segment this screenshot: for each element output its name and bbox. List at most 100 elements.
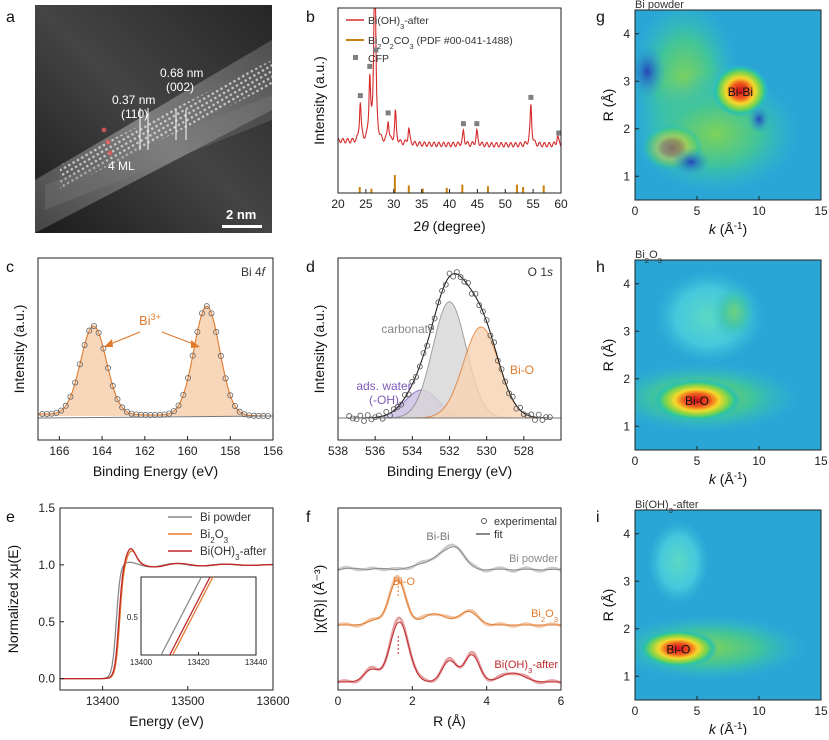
o1s-point	[435, 299, 442, 306]
bi4f-point	[246, 412, 253, 419]
chartI-frame	[634, 509, 822, 701]
chart-b-xtick-label: 35	[415, 197, 429, 211]
bi4f-point	[208, 310, 215, 317]
heatmap-g-label: Bi-Bi	[728, 85, 753, 99]
chart-d-xlabel: Binding Energy (eV)	[387, 463, 512, 479]
o1s-point	[457, 274, 464, 280]
o1s-point	[528, 411, 535, 418]
chart-b-xtick-label: 50	[499, 197, 513, 211]
bi4f-point	[147, 411, 154, 418]
chart-f-frame	[337, 507, 562, 691]
o1s-point	[487, 332, 494, 339]
exafs-fit-1	[337, 546, 562, 571]
o1s-point	[398, 401, 405, 408]
xanes-series-3	[60, 548, 273, 680]
o1s-point	[349, 415, 356, 422]
bi4f-point	[133, 411, 140, 418]
o1s-point	[387, 412, 393, 419]
chart-c-xtick-label: 160	[178, 444, 198, 458]
inset-xtick-label: 13400	[130, 658, 153, 667]
o1s-point	[543, 414, 550, 420]
o1s-point	[483, 317, 490, 324]
bi4f-point	[105, 365, 112, 372]
cfp-marker	[373, 47, 379, 53]
chart-c: 166 164 162 160 158 156 Binding Energy (eV) Int…	[11, 257, 283, 479]
o1s-point	[383, 408, 390, 415]
heatmap-h-label: Bi-O	[685, 394, 709, 408]
heatmap-i-title: Bi(OH)3-after	[635, 499, 699, 515]
chartI-ytick-label: 4	[623, 527, 630, 541]
bi4f-point	[119, 404, 126, 411]
bi3-annotation: Bi3+	[139, 312, 161, 328]
exafs-fit-2	[338, 579, 561, 626]
chartI-xtick-label: 0	[632, 704, 639, 718]
o1s-point	[409, 378, 416, 385]
chart-e-ytick-label: 0.0	[38, 672, 55, 686]
chartI-xtick-label: 10	[752, 704, 766, 718]
bi3-arrow-2	[161, 331, 197, 346]
bi4f-fill	[38, 306, 273, 416]
o1s-point	[491, 339, 498, 346]
o1s-point	[428, 323, 434, 330]
bi4f-point	[53, 409, 60, 416]
inset-frame	[140, 576, 257, 656]
bi4f-point	[58, 407, 65, 414]
chartH-ylabel: R (Å)	[600, 339, 616, 372]
bi3-arrowhead-2	[191, 340, 200, 348]
chartG-xtick-label: 5	[694, 204, 701, 218]
o1s-point	[524, 412, 531, 419]
bi4f-point	[255, 412, 262, 419]
o1s-point	[494, 357, 501, 364]
bi4f-point	[217, 352, 224, 359]
panel-label-a: a	[6, 9, 15, 26]
bi4f-point	[180, 391, 187, 398]
o1s-point	[353, 416, 360, 423]
chart-e-xlabel: Energy (eV)	[129, 713, 204, 729]
chart-b-xlabel: 2θ (degree)	[413, 218, 485, 234]
legend-b-entry-1: Bi(OH)3-after	[368, 15, 429, 31]
bi4f-point	[128, 410, 135, 417]
tem-ann1-plane: (110)	[121, 107, 148, 121]
chartG-contour-blob	[670, 147, 711, 177]
chart-d-xtick-label: 536	[365, 444, 385, 458]
bi4f-point	[264, 412, 271, 419]
bi4f-point	[67, 393, 74, 400]
cfp-marker	[367, 63, 373, 69]
legend-b-entry-2: Bi2O2CO3 (PDF #00-041-1488)	[368, 35, 513, 51]
bi4f-point	[43, 410, 50, 417]
bi4f-baseline	[37, 415, 274, 419]
o1s-point	[513, 405, 520, 412]
bi4f-point	[39, 411, 46, 418]
o1s-point	[517, 404, 524, 411]
label-f-series-3: Bi(OH)3-after	[494, 659, 558, 675]
label-f-bio: Bi-O	[393, 576, 415, 588]
exafs-exp-2	[337, 574, 562, 628]
bi4f-point	[194, 328, 201, 335]
heatmap-g-title: Bi powder	[635, 0, 684, 11]
chart-b: 20 25 30 35 40 45 50 55 60 2θ (degree) Intensity (…	[311, 7, 568, 234]
cfp-marker	[528, 94, 534, 100]
cfp-marker	[357, 93, 363, 99]
o1s-point	[472, 290, 479, 297]
chart-f-ylabel: |χ(R)| (Å⁻³)	[311, 565, 327, 634]
bi4f-fit	[38, 305, 272, 417]
o1s-point	[361, 418, 367, 424]
bi4f-point	[184, 375, 191, 382]
bi4f-point	[260, 412, 267, 419]
chartH-ytick-label: 1	[623, 419, 630, 433]
chart-i: 0 5 10 15 1 2 3 4 k (Å-1) R (Å) Bi-O Bi(OH)3-after	[600, 499, 828, 737]
chart-d-xtick-label: 534	[402, 444, 422, 458]
chartH-contour-blob	[652, 378, 742, 422]
o1s-point	[480, 308, 486, 315]
chart-f-xtick-label: 0	[335, 694, 342, 708]
o1s-point	[357, 412, 364, 419]
panel-label-i: i	[596, 509, 600, 526]
o1s-point	[413, 373, 419, 380]
chart-c-xtick-label: 158	[220, 444, 240, 458]
o1s-point	[506, 390, 512, 397]
label-ads-water: ads. water	[356, 379, 411, 393]
chart-d-ylabel: Intensity (a.u.)	[311, 305, 327, 394]
chart-c-xtick-label: 164	[92, 444, 112, 458]
